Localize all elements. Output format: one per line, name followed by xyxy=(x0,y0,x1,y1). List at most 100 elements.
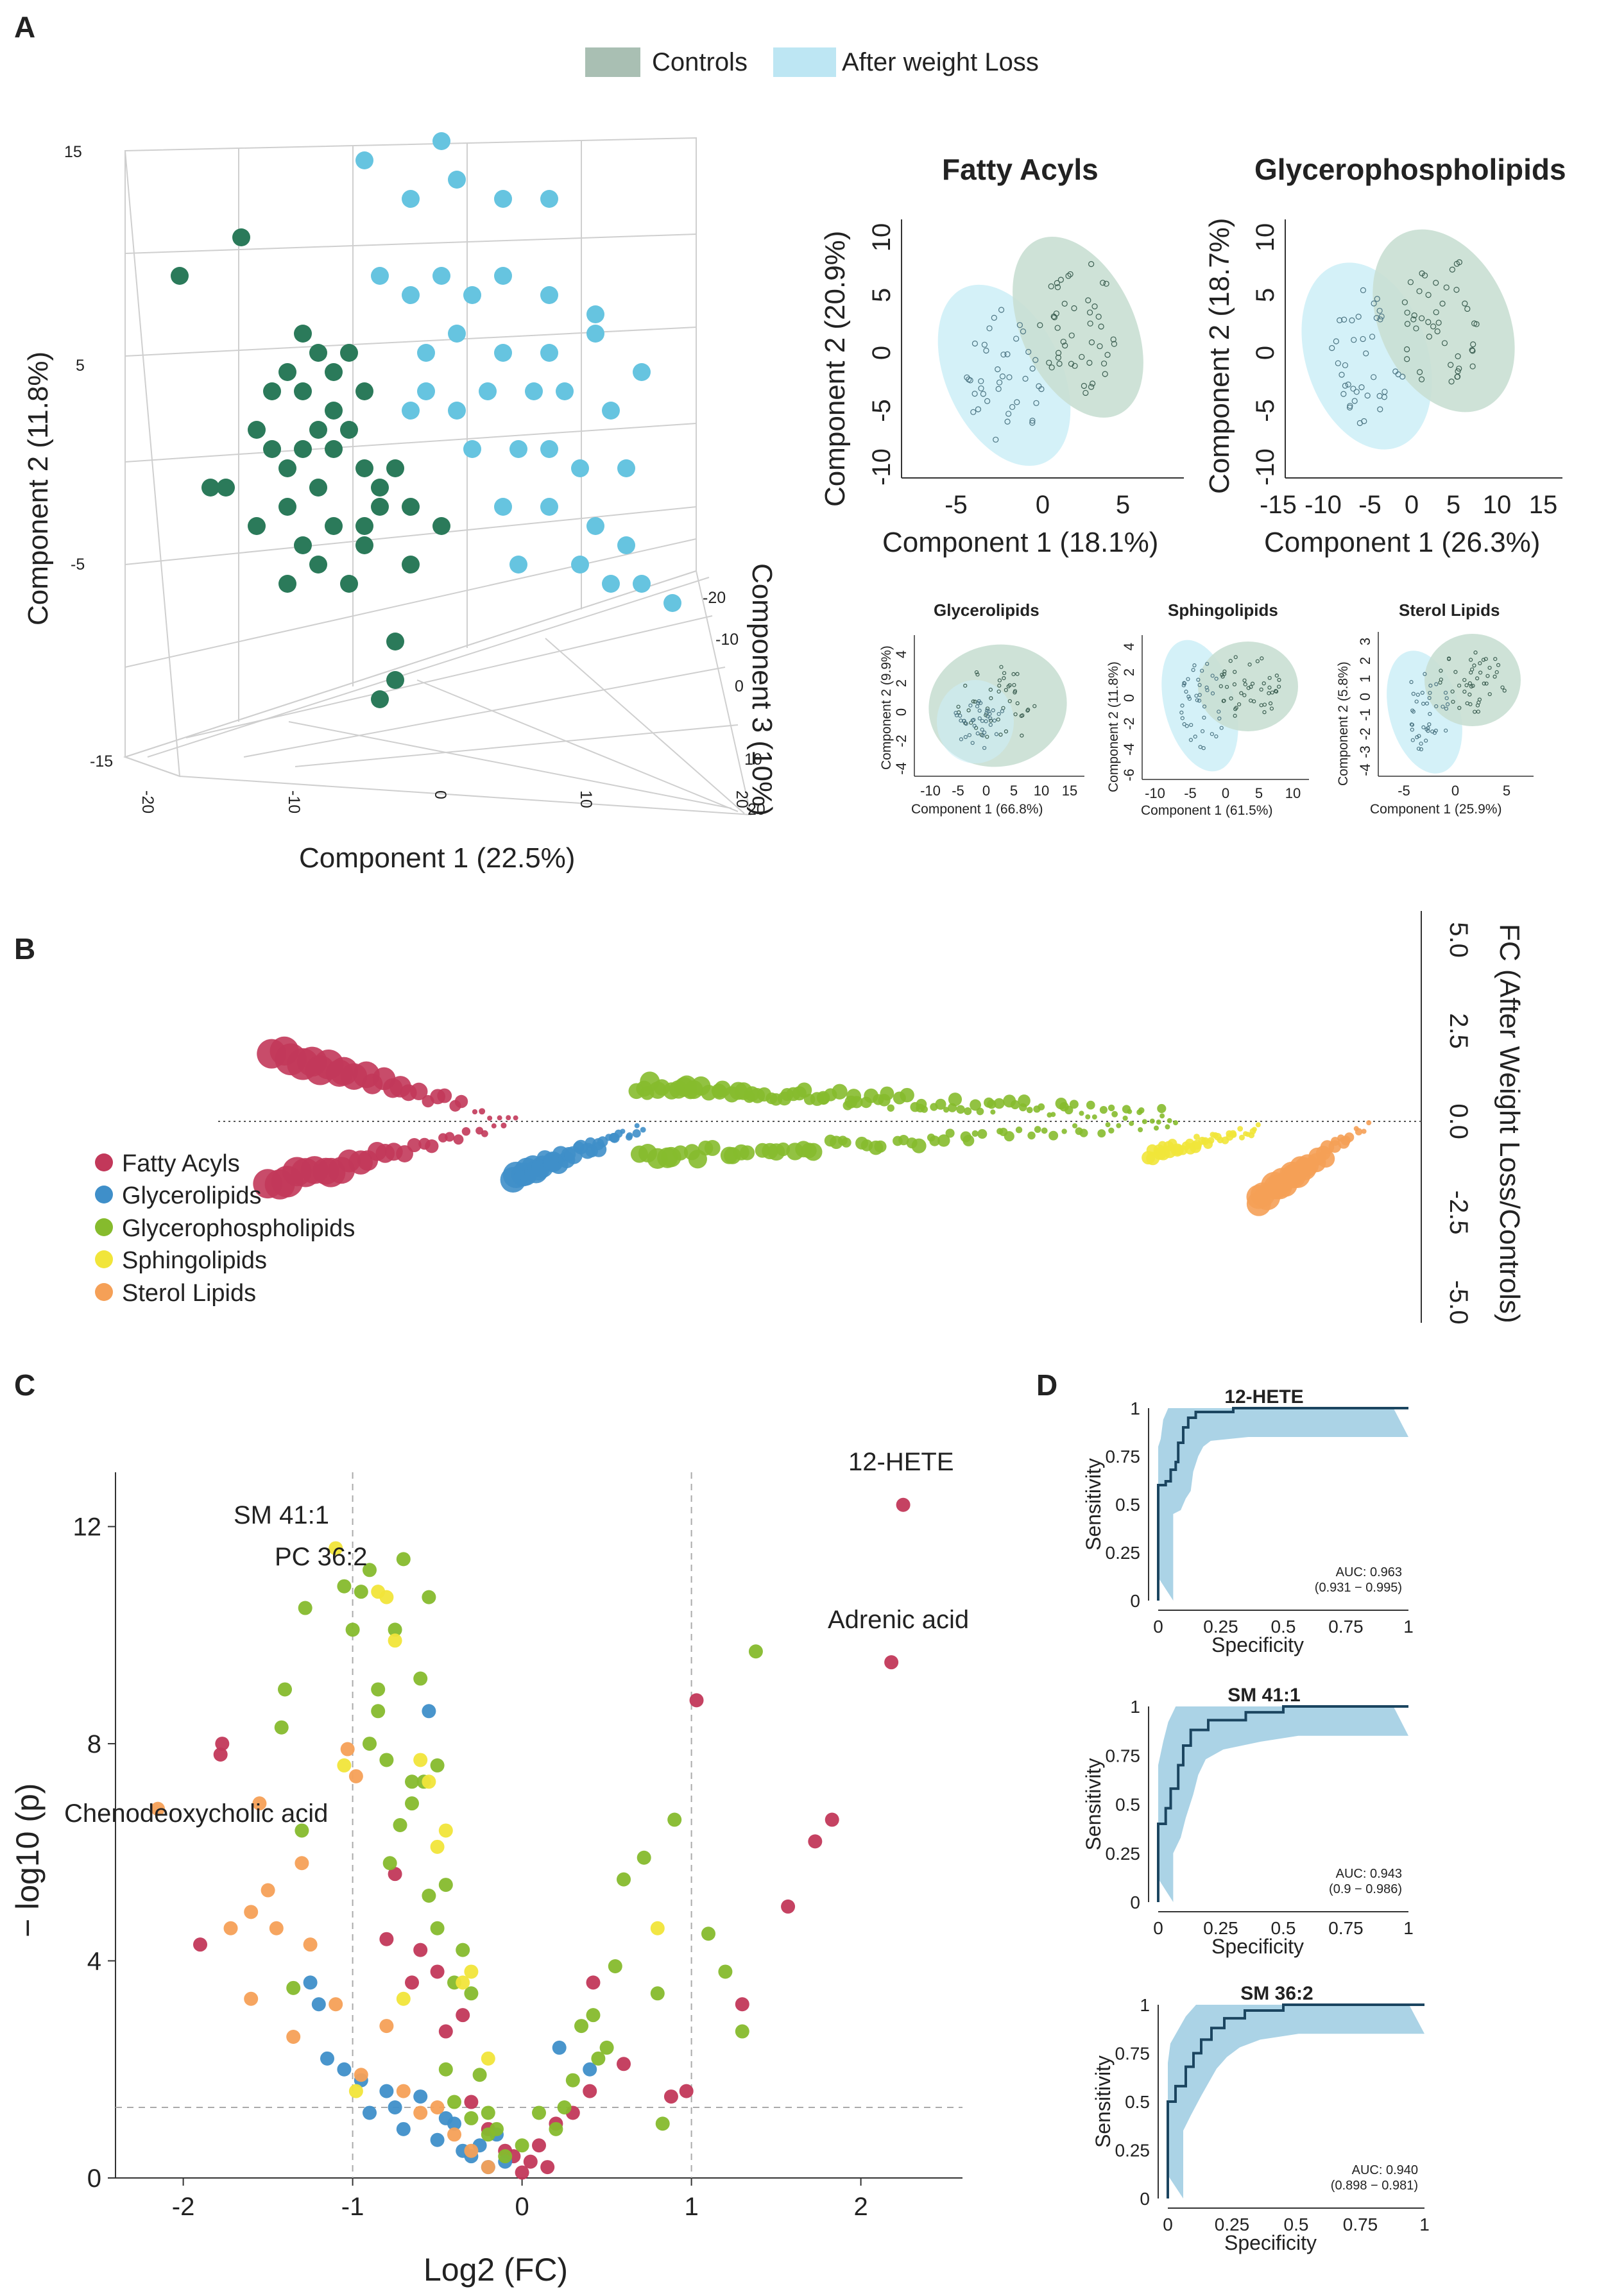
small-pca-point-after xyxy=(1421,701,1426,706)
small-pca-point-control xyxy=(1056,350,1062,356)
panel-b-ytick: 5.0 xyxy=(1444,922,1473,958)
pca3d-point-after xyxy=(463,286,481,304)
small-pca-point-control xyxy=(1481,658,1486,662)
small-pca-point-after xyxy=(1179,710,1184,715)
small-pca-point-after xyxy=(975,731,980,736)
small-pca-point-after xyxy=(1423,672,1427,676)
small-pca-point-after xyxy=(980,727,984,732)
small-pca-point-control xyxy=(1462,690,1467,694)
small-pca-point-after xyxy=(1443,690,1448,695)
volcano-point xyxy=(825,1812,839,1827)
small-pca-point-after xyxy=(1417,734,1421,738)
small-pca-sphingolipids: Sphingolipids 4 2 0 -2 -4 -6 -10 -5 0 5 … xyxy=(1106,600,1309,818)
small-pca-point-after xyxy=(995,386,1002,392)
small-pca-point-control xyxy=(1404,356,1410,362)
volcano-point xyxy=(371,1682,386,1697)
small-pca-point-control xyxy=(1457,706,1462,710)
small-pca-point-after xyxy=(1444,706,1449,711)
small-pca-point-control xyxy=(1484,657,1488,661)
pca3d-points xyxy=(171,132,681,708)
roc-xtick: 0.25 xyxy=(1215,2215,1250,2234)
small-pca-point-control xyxy=(1478,670,1483,675)
fold-change-point xyxy=(880,1086,894,1101)
volcano-point xyxy=(379,1753,394,1767)
pca3d-xtick: 0 xyxy=(431,790,449,799)
small-pca-point-after xyxy=(996,379,1003,386)
volcano-point xyxy=(679,2084,694,2098)
small-pca-point-after xyxy=(1342,382,1349,389)
small-pca-point-after xyxy=(1000,709,1004,713)
small-pca-xlabel: Component 1 (66.8%) xyxy=(911,802,1043,817)
volcano-point xyxy=(396,2122,411,2136)
volcano-point xyxy=(430,1839,445,1854)
pca3d-xtick: -10 xyxy=(285,790,303,813)
roc-ytick: 0.75 xyxy=(1106,1447,1141,1467)
small-pca-point-after xyxy=(980,719,985,723)
small-pca-point-control xyxy=(1469,363,1476,370)
volcano-point xyxy=(193,1937,207,1952)
small-pca-point-after xyxy=(1180,716,1185,720)
fold-change-point xyxy=(874,1140,887,1153)
roc-confidence-band xyxy=(1168,2005,1424,2198)
volcano-point xyxy=(244,1991,259,2006)
small-pca-point-control xyxy=(1439,300,1446,307)
volcano-point xyxy=(781,1899,796,1914)
pca3d-xtick: 10 xyxy=(577,790,595,808)
small-pca-point-control xyxy=(1267,676,1272,680)
roc-xtick: 0 xyxy=(1163,2215,1173,2234)
small-pca-point-control xyxy=(1475,703,1480,708)
roc-xtick: 0 xyxy=(1153,1918,1163,1938)
small-pca-point-control xyxy=(1404,309,1410,316)
volcano-xtick: 0 xyxy=(515,2193,529,2221)
small-pca-point-after xyxy=(1185,724,1189,728)
roc-xtick: 0.75 xyxy=(1328,1617,1364,1637)
small-pca-point-control xyxy=(1032,704,1037,708)
small-pca-ytick: 0 xyxy=(893,708,909,716)
fold-change-point xyxy=(1097,1129,1106,1138)
fold-change-point xyxy=(1156,1119,1161,1125)
small-pca-point-control xyxy=(1232,682,1237,686)
small-pca-point-control xyxy=(1068,332,1075,339)
small-pca-point-after xyxy=(1022,375,1029,382)
fold-change-point xyxy=(425,1139,439,1153)
small-pca-point-after xyxy=(1345,381,1351,387)
pca3d-point-control xyxy=(263,382,281,400)
small-pca-point-after xyxy=(1182,722,1186,727)
pca3d-point-control xyxy=(171,267,189,285)
small-pca-point-after xyxy=(1197,693,1202,697)
volcano-point xyxy=(447,2127,461,2142)
small-pca-point-control xyxy=(1269,706,1274,711)
volcano-point xyxy=(311,1997,326,2012)
fold-change-point xyxy=(977,1128,988,1139)
small-pca-point-control xyxy=(1220,674,1225,679)
pca3d-ztick: -20 xyxy=(703,589,726,607)
small-pca-point-control xyxy=(1470,667,1475,672)
fold-change-point xyxy=(956,1105,965,1114)
small-pca-point-control xyxy=(1502,688,1507,693)
small-pca-point-after xyxy=(1340,391,1347,397)
fold-change-point xyxy=(491,1123,497,1129)
small-pca-point-after xyxy=(999,373,1006,380)
pca3d-point-control xyxy=(263,440,281,458)
volcano-point xyxy=(472,2068,487,2082)
volcano-point xyxy=(274,1720,289,1735)
small-pca-point-control xyxy=(1011,672,1016,676)
pca3d-point-after xyxy=(540,286,558,304)
small-pca-ytick: -10 xyxy=(868,448,896,486)
small-pca-ytick: -4 xyxy=(1121,743,1137,756)
small-pca-point-after xyxy=(1036,383,1042,389)
small-pca-xtick: 15 xyxy=(1529,491,1558,519)
small-pca-point-control xyxy=(1255,659,1260,663)
small-pca-point-control xyxy=(1051,314,1058,321)
small-pca-point-control xyxy=(1219,684,1223,688)
fold-change-point xyxy=(513,1115,518,1121)
small-pca-point-control xyxy=(1233,655,1238,659)
pca3d-point-after xyxy=(402,286,420,304)
roc-xtick: 1 xyxy=(1403,1617,1414,1637)
small-pca-point-control xyxy=(973,699,977,704)
fold-change-point xyxy=(640,1127,646,1133)
small-pca-point-after xyxy=(1205,688,1210,692)
volcano-point xyxy=(413,1671,428,1686)
volcano-point xyxy=(655,2116,670,2131)
